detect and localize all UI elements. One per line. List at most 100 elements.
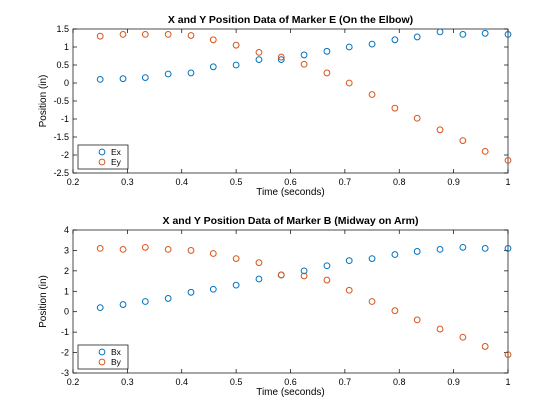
marker-e-y-tick-label: -2.5	[53, 168, 69, 178]
marker-b-x-tick-label: 0.4	[175, 377, 188, 387]
marker-e-plot-area	[72, 28, 509, 174]
marker-e-point-ey	[368, 91, 376, 98]
marker-e-point-ex	[277, 56, 285, 63]
marker-e-point-ex	[141, 74, 149, 81]
marker-b-point-bx	[504, 244, 512, 252]
marker-b-x-tick-label: 1	[505, 377, 510, 387]
marker-e-y-tick-label: -2	[61, 150, 69, 160]
marker-e-y-tick-label: 1	[64, 42, 69, 52]
marker-b-point-bx	[459, 243, 467, 251]
marker-e-point-ey	[232, 41, 240, 49]
marker-b-point-by	[300, 272, 308, 280]
marker-e-point-ey	[413, 114, 421, 122]
marker-b-y-tick-label: -2	[61, 348, 69, 358]
marker-e-point-ex	[323, 47, 331, 55]
marker-e-point-ey	[119, 31, 127, 38]
marker-e-x-tick-label: 1	[505, 177, 510, 187]
marker-e-point-ex	[255, 56, 263, 63]
marker-e-point-ex	[300, 51, 308, 59]
marker-e-point-ey	[504, 157, 512, 164]
marker-b-chart: 0.2 0.3 0.4 0.5 0.6 0.7 0.8 0.9 1 4 3 2 1 0 -1 -2 -3 X an…	[38, 215, 512, 398]
marker-b-series-by	[96, 243, 512, 359]
marker-e-point-ey	[323, 69, 331, 77]
marker-e-point-ex	[459, 31, 467, 38]
marker-b-y-tick-label: 0	[64, 307, 69, 317]
marker-b-y-tick-label: 4	[64, 225, 69, 235]
marker-b-point-bx	[481, 244, 489, 252]
marker-e-point-ey	[436, 126, 444, 134]
marker-e-point-ey	[187, 32, 195, 39]
marker-e-point-ey	[481, 148, 489, 155]
marker-e-point-ex	[96, 76, 104, 83]
marker-e-point-ex	[481, 29, 489, 37]
marker-b-point-by	[481, 343, 489, 350]
marker-e-point-ex	[436, 28, 444, 36]
marker-e-chart-title: X and Y Position Data of Marker E (On th…	[168, 14, 413, 26]
marker-b-point-by	[255, 259, 263, 267]
marker-b-x-tick-label: 0.7	[339, 377, 352, 387]
marker-b-x-tick-label: 0.9	[447, 377, 460, 387]
marker-b-point-by	[119, 246, 127, 253]
marker-e-x-tick-label: 0.9	[447, 177, 460, 187]
marker-b-legend-label-bx: Bx	[111, 347, 122, 357]
marker-b-point-bx	[255, 275, 263, 283]
marker-b-y-tick-label: -3	[61, 368, 69, 378]
marker-e-y-tick-label: -1	[61, 114, 69, 124]
marker-b-point-by	[391, 307, 399, 315]
marker-b-point-by	[141, 243, 149, 251]
marker-e-y-tick-label: -0.5	[53, 96, 69, 106]
marker-b-legend-marker-bx	[98, 348, 106, 356]
marker-b-x-tick-label: 0.5	[230, 377, 243, 387]
marker-b-point-bx	[391, 251, 399, 258]
marker-e-x-axis-label: Time (seconds)	[256, 187, 325, 198]
marker-b-y-axis-label: Position (in)	[38, 275, 49, 328]
marker-b-point-bx	[345, 257, 353, 265]
marker-e-point-ey	[209, 36, 217, 44]
marker-e-point-ey	[345, 79, 353, 87]
marker-e-point-ey	[164, 31, 172, 38]
marker-b-point-bx	[209, 285, 217, 293]
marker-b-x-tick-label: 0.6	[284, 377, 297, 387]
marker-e-point-ex	[119, 75, 127, 83]
marker-e-legend-marker-ey	[98, 158, 106, 166]
marker-b-point-by	[277, 271, 285, 279]
marker-b-y-tick-label: 2	[64, 266, 69, 276]
marker-b-point-bx	[300, 267, 308, 275]
marker-e-point-ex	[209, 63, 217, 71]
marker-e-point-ey	[96, 32, 104, 40]
marker-e-x-tick-label: 0.7	[339, 177, 352, 187]
marker-e-x-tick-label: 0.4	[175, 177, 188, 187]
marker-e-x-tick-label: 0.5	[230, 177, 243, 187]
marker-e-chart: 0.2 0.3 0.4 0.5 0.6 0.7 0.8 0.9 1 1.5 1 0.5 0 -0.5 -1 -…	[38, 14, 512, 198]
marker-b-point-bx	[96, 304, 104, 312]
marker-e-point-ex	[413, 33, 421, 41]
marker-e-legend-marker-ex	[98, 148, 106, 156]
marker-b-x-tick-label: 0.2	[67, 377, 80, 387]
marker-e-point-ey	[391, 104, 399, 112]
marker-b-chart-title: X and Y Position Data of Marker B (Midwa…	[163, 215, 419, 227]
marker-b-point-bx	[187, 288, 195, 296]
marker-b-x-tick-label: 0.8	[393, 377, 406, 387]
marker-e-x-tick-label: 0.3	[121, 177, 134, 187]
marker-b-point-by	[413, 316, 421, 324]
marker-e-point-ex	[504, 31, 512, 38]
marker-b-point-bx	[119, 301, 127, 308]
marker-b-x-tick-label: 0.3	[121, 377, 134, 387]
marker-b-x-axis-label: Time (seconds)	[256, 387, 325, 398]
marker-b-point-by	[209, 250, 217, 257]
marker-e-point-ey	[277, 53, 285, 61]
marker-e-legend-label-ey: Ey	[111, 157, 122, 167]
marker-b-y-tick-label: 1	[64, 286, 69, 296]
marker-e-point-ey	[141, 31, 149, 38]
marker-e-point-ex	[187, 69, 195, 77]
marker-e-point-ex	[232, 61, 240, 69]
marker-e-point-ey	[459, 137, 467, 145]
marker-b-legend-label-by: By	[111, 357, 122, 367]
marker-b-point-by	[187, 247, 195, 254]
marker-b-point-bx	[413, 248, 421, 255]
marker-e-point-ex	[345, 43, 353, 51]
marker-e-point-ey	[255, 49, 263, 56]
marker-b-point-bx	[164, 295, 172, 302]
